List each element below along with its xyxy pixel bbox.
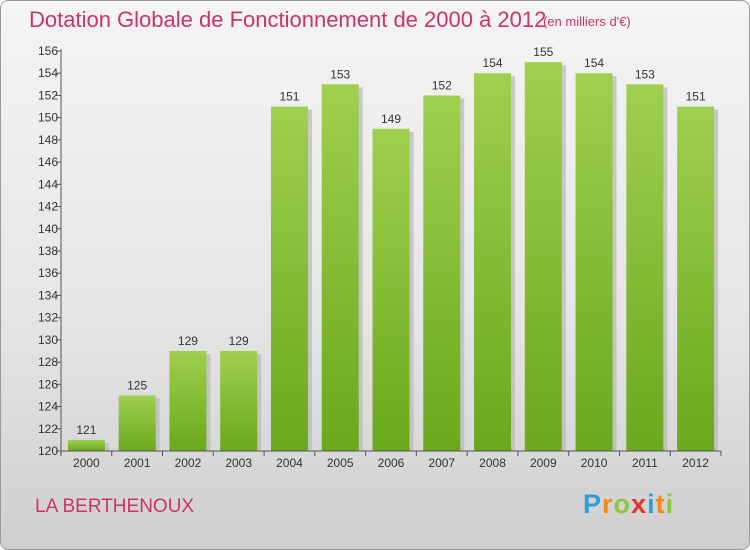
bar-value-label-2008: 154 [483,56,503,70]
y-tick-label: 126 [38,377,58,391]
y-tick-label: 156 [38,44,58,58]
bar-2001 [118,395,156,451]
y-tick-label: 146 [38,155,58,169]
bar-2000 [67,439,105,451]
x-tick-label-2008: 2008 [479,456,506,470]
bar-2008 [474,73,512,451]
logo-letter: r [602,489,614,519]
y-tick-label: 140 [38,222,58,236]
logo-letter: i [647,489,656,519]
x-tick-label-2009: 2009 [530,456,557,470]
logo-letter: t [655,489,666,519]
y-tick-label: 152 [38,88,58,102]
bar-value-label-2007: 152 [432,78,452,92]
bar-2002 [169,351,207,451]
y-tick-label: 132 [38,311,58,325]
bar-value-label-2009: 155 [533,45,553,59]
y-tick-label: 124 [38,400,58,414]
y-tick-label: 130 [38,333,58,347]
bar-2003 [220,351,258,451]
bar-value-label-2010: 154 [584,56,604,70]
y-tick-label: 150 [38,111,58,125]
x-tick-label-2003: 2003 [225,456,252,470]
y-tick-label: 128 [38,355,58,369]
bar-2004 [270,106,308,452]
bar-value-label-2000: 121 [76,423,96,437]
y-tick-label: 154 [38,66,58,80]
bar-value-label-2005: 153 [330,67,350,81]
x-tick-label-2004: 2004 [276,456,303,470]
bar-2011 [626,84,664,451]
bar-value-label-2012: 151 [686,90,706,104]
chart-title: Dotation Globale de Fonctionnement de 20… [29,7,547,32]
bar-value-label-2011: 153 [635,67,655,81]
x-tick-label-2000: 2000 [73,456,100,470]
x-tick-label-2006: 2006 [378,456,405,470]
bar-2010 [575,73,613,451]
y-tick-label: 122 [38,422,58,436]
chart-unit: (en milliers d'€) [543,14,631,29]
bars [67,62,715,452]
x-tick-label-2007: 2007 [428,456,455,470]
y-tick-label: 144 [38,177,58,191]
bar-2005 [321,84,359,451]
bar-value-label-2001: 125 [127,378,147,392]
logo-letter: P [583,489,603,519]
y-tick-label: 142 [38,200,58,214]
y-tick-label: 134 [38,288,58,302]
logo-letter: i [665,489,675,519]
bar-2012 [677,106,715,452]
bar-2009 [524,62,562,451]
x-axis: 2000 2001 2002 2003 2004 2005 2006 2007 2008 2009… [60,450,722,470]
commune-name: LA BERTHENOUX [35,496,195,517]
x-tick-label-2012: 2012 [682,456,709,470]
y-tick-label: 120 [38,444,58,458]
y-tick-label: 136 [38,266,58,280]
bar-labels: 121 125 129 129 151 153 149 152 154 155 154 153 151 [76,45,706,437]
x-tick-label-2011: 2011 [632,456,658,470]
x-tick-label-2001: 2001 [124,456,151,470]
bar-2006 [372,128,410,451]
y-axis: 120 122 124 126 128 130 132 134 136 138 140 142 144 1… [38,44,62,458]
y-tick-label: 138 [38,244,58,258]
bar-2007 [423,95,461,451]
bar-value-label-2002: 129 [178,334,198,348]
y-tick-label: 148 [38,133,58,147]
x-tick-label-2002: 2002 [175,456,202,470]
proxiti-logo: Proxiti [583,489,674,520]
x-tick-label-2005: 2005 [327,456,354,470]
bar-value-label-2003: 129 [229,334,249,348]
x-tick-label-2010: 2010 [581,456,608,470]
logo-letter: o [613,489,632,519]
bar-value-label-2004: 151 [279,90,299,104]
bar-value-label-2006: 149 [381,112,401,126]
logo-letter: x [631,489,648,519]
